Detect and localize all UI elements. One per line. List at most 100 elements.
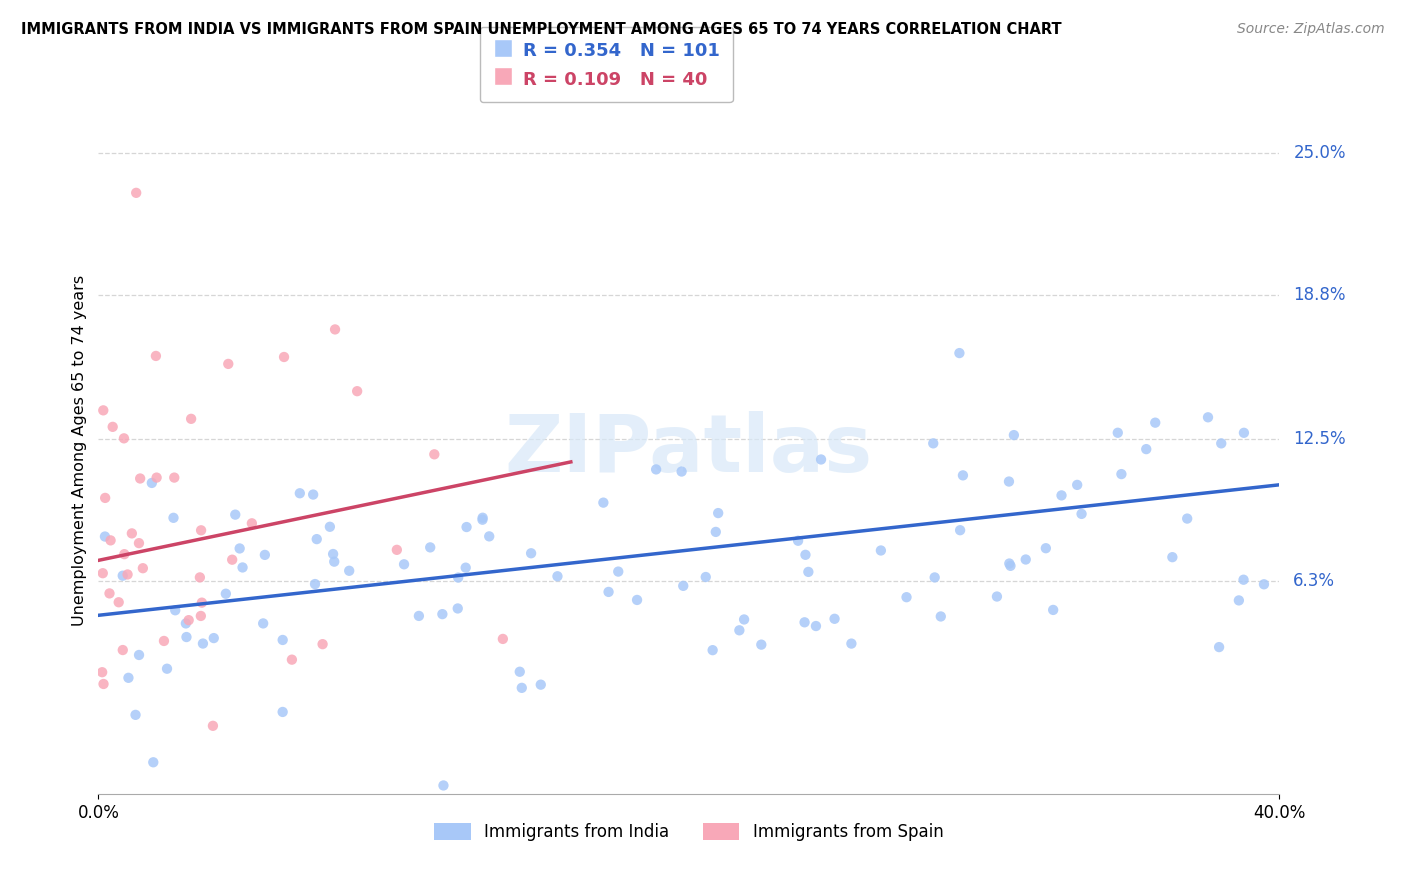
Point <box>702 643 724 657</box>
Point <box>228 541 250 556</box>
Point <box>671 465 693 479</box>
Point <box>733 612 755 626</box>
Point <box>180 412 202 426</box>
Point <box>447 571 470 585</box>
Point <box>530 678 553 692</box>
Point <box>546 569 568 583</box>
Point <box>1070 507 1092 521</box>
Point <box>323 555 346 569</box>
Point <box>202 631 225 645</box>
Point <box>432 779 454 793</box>
Point <box>163 470 186 484</box>
Point <box>346 384 368 399</box>
Point <box>111 568 134 582</box>
Point <box>1197 410 1219 425</box>
Point <box>322 547 344 561</box>
Point <box>924 570 946 584</box>
Point <box>117 567 139 582</box>
Point <box>787 533 810 548</box>
Point <box>749 638 772 652</box>
Point <box>804 619 827 633</box>
Point <box>948 346 970 360</box>
Point <box>162 511 184 525</box>
Text: Source: ZipAtlas.com: Source: ZipAtlas.com <box>1237 22 1385 37</box>
Point <box>695 570 717 584</box>
Point <box>509 665 531 679</box>
Point <box>952 468 974 483</box>
Point <box>191 596 214 610</box>
Point <box>94 529 117 543</box>
Point <box>1211 436 1233 450</box>
Point <box>1050 488 1073 502</box>
Point <box>128 536 150 550</box>
Point <box>824 612 846 626</box>
Point <box>810 452 832 467</box>
Point <box>188 570 211 584</box>
Point <box>142 756 165 770</box>
Point <box>271 705 294 719</box>
Point <box>121 526 143 541</box>
Point <box>1042 603 1064 617</box>
Point <box>492 632 515 646</box>
Point <box>1161 550 1184 565</box>
Text: ZIPatlas: ZIPatlas <box>505 411 873 490</box>
Point <box>423 447 446 461</box>
Point <box>221 552 243 566</box>
Legend: Immigrants from India, Immigrants from Spain: Immigrants from India, Immigrants from S… <box>427 816 950 847</box>
Point <box>728 624 751 638</box>
Point <box>645 462 668 476</box>
Point <box>922 436 945 450</box>
Point <box>190 609 212 624</box>
Point <box>870 543 893 558</box>
Point <box>1035 541 1057 556</box>
Point <box>1175 511 1198 525</box>
Point <box>419 541 441 555</box>
Text: 25.0%: 25.0% <box>1294 144 1346 161</box>
Point <box>704 524 727 539</box>
Point <box>319 520 342 534</box>
Point <box>165 603 187 617</box>
Point <box>224 508 246 522</box>
Point <box>1208 640 1230 654</box>
Point <box>305 532 328 546</box>
Point <box>112 431 135 445</box>
Point <box>1232 573 1254 587</box>
Point <box>271 632 294 647</box>
Point <box>132 561 155 575</box>
Point <box>1107 425 1129 440</box>
Text: 12.5%: 12.5% <box>1294 430 1346 448</box>
Point <box>156 662 179 676</box>
Point <box>91 403 114 417</box>
Point <box>177 613 200 627</box>
Point <box>797 565 820 579</box>
Point <box>471 513 494 527</box>
Point <box>323 322 346 336</box>
Y-axis label: Unemployment Among Ages 65 to 74 years: Unemployment Among Ages 65 to 74 years <box>72 275 87 626</box>
Point <box>1066 478 1088 492</box>
Point <box>598 585 620 599</box>
Point <box>432 607 454 621</box>
Point <box>129 471 152 485</box>
Point <box>998 557 1021 571</box>
Point <box>281 653 304 667</box>
Point <box>841 637 863 651</box>
Point <box>896 590 918 604</box>
Point <box>93 677 115 691</box>
Point <box>125 186 148 200</box>
Point <box>201 719 224 733</box>
Point <box>217 357 239 371</box>
Point <box>111 643 134 657</box>
Point <box>986 590 1008 604</box>
Point <box>454 560 477 574</box>
Point <box>145 349 167 363</box>
Point <box>98 586 121 600</box>
Point <box>385 542 408 557</box>
Point <box>311 637 333 651</box>
Point <box>232 560 254 574</box>
Point <box>101 420 124 434</box>
Text: IMMIGRANTS FROM INDIA VS IMMIGRANTS FROM SPAIN UNEMPLOYMENT AMONG AGES 65 TO 74 : IMMIGRANTS FROM INDIA VS IMMIGRANTS FROM… <box>21 22 1062 37</box>
Point <box>1144 416 1167 430</box>
Point <box>252 616 274 631</box>
Point <box>510 681 533 695</box>
Point <box>253 548 276 562</box>
